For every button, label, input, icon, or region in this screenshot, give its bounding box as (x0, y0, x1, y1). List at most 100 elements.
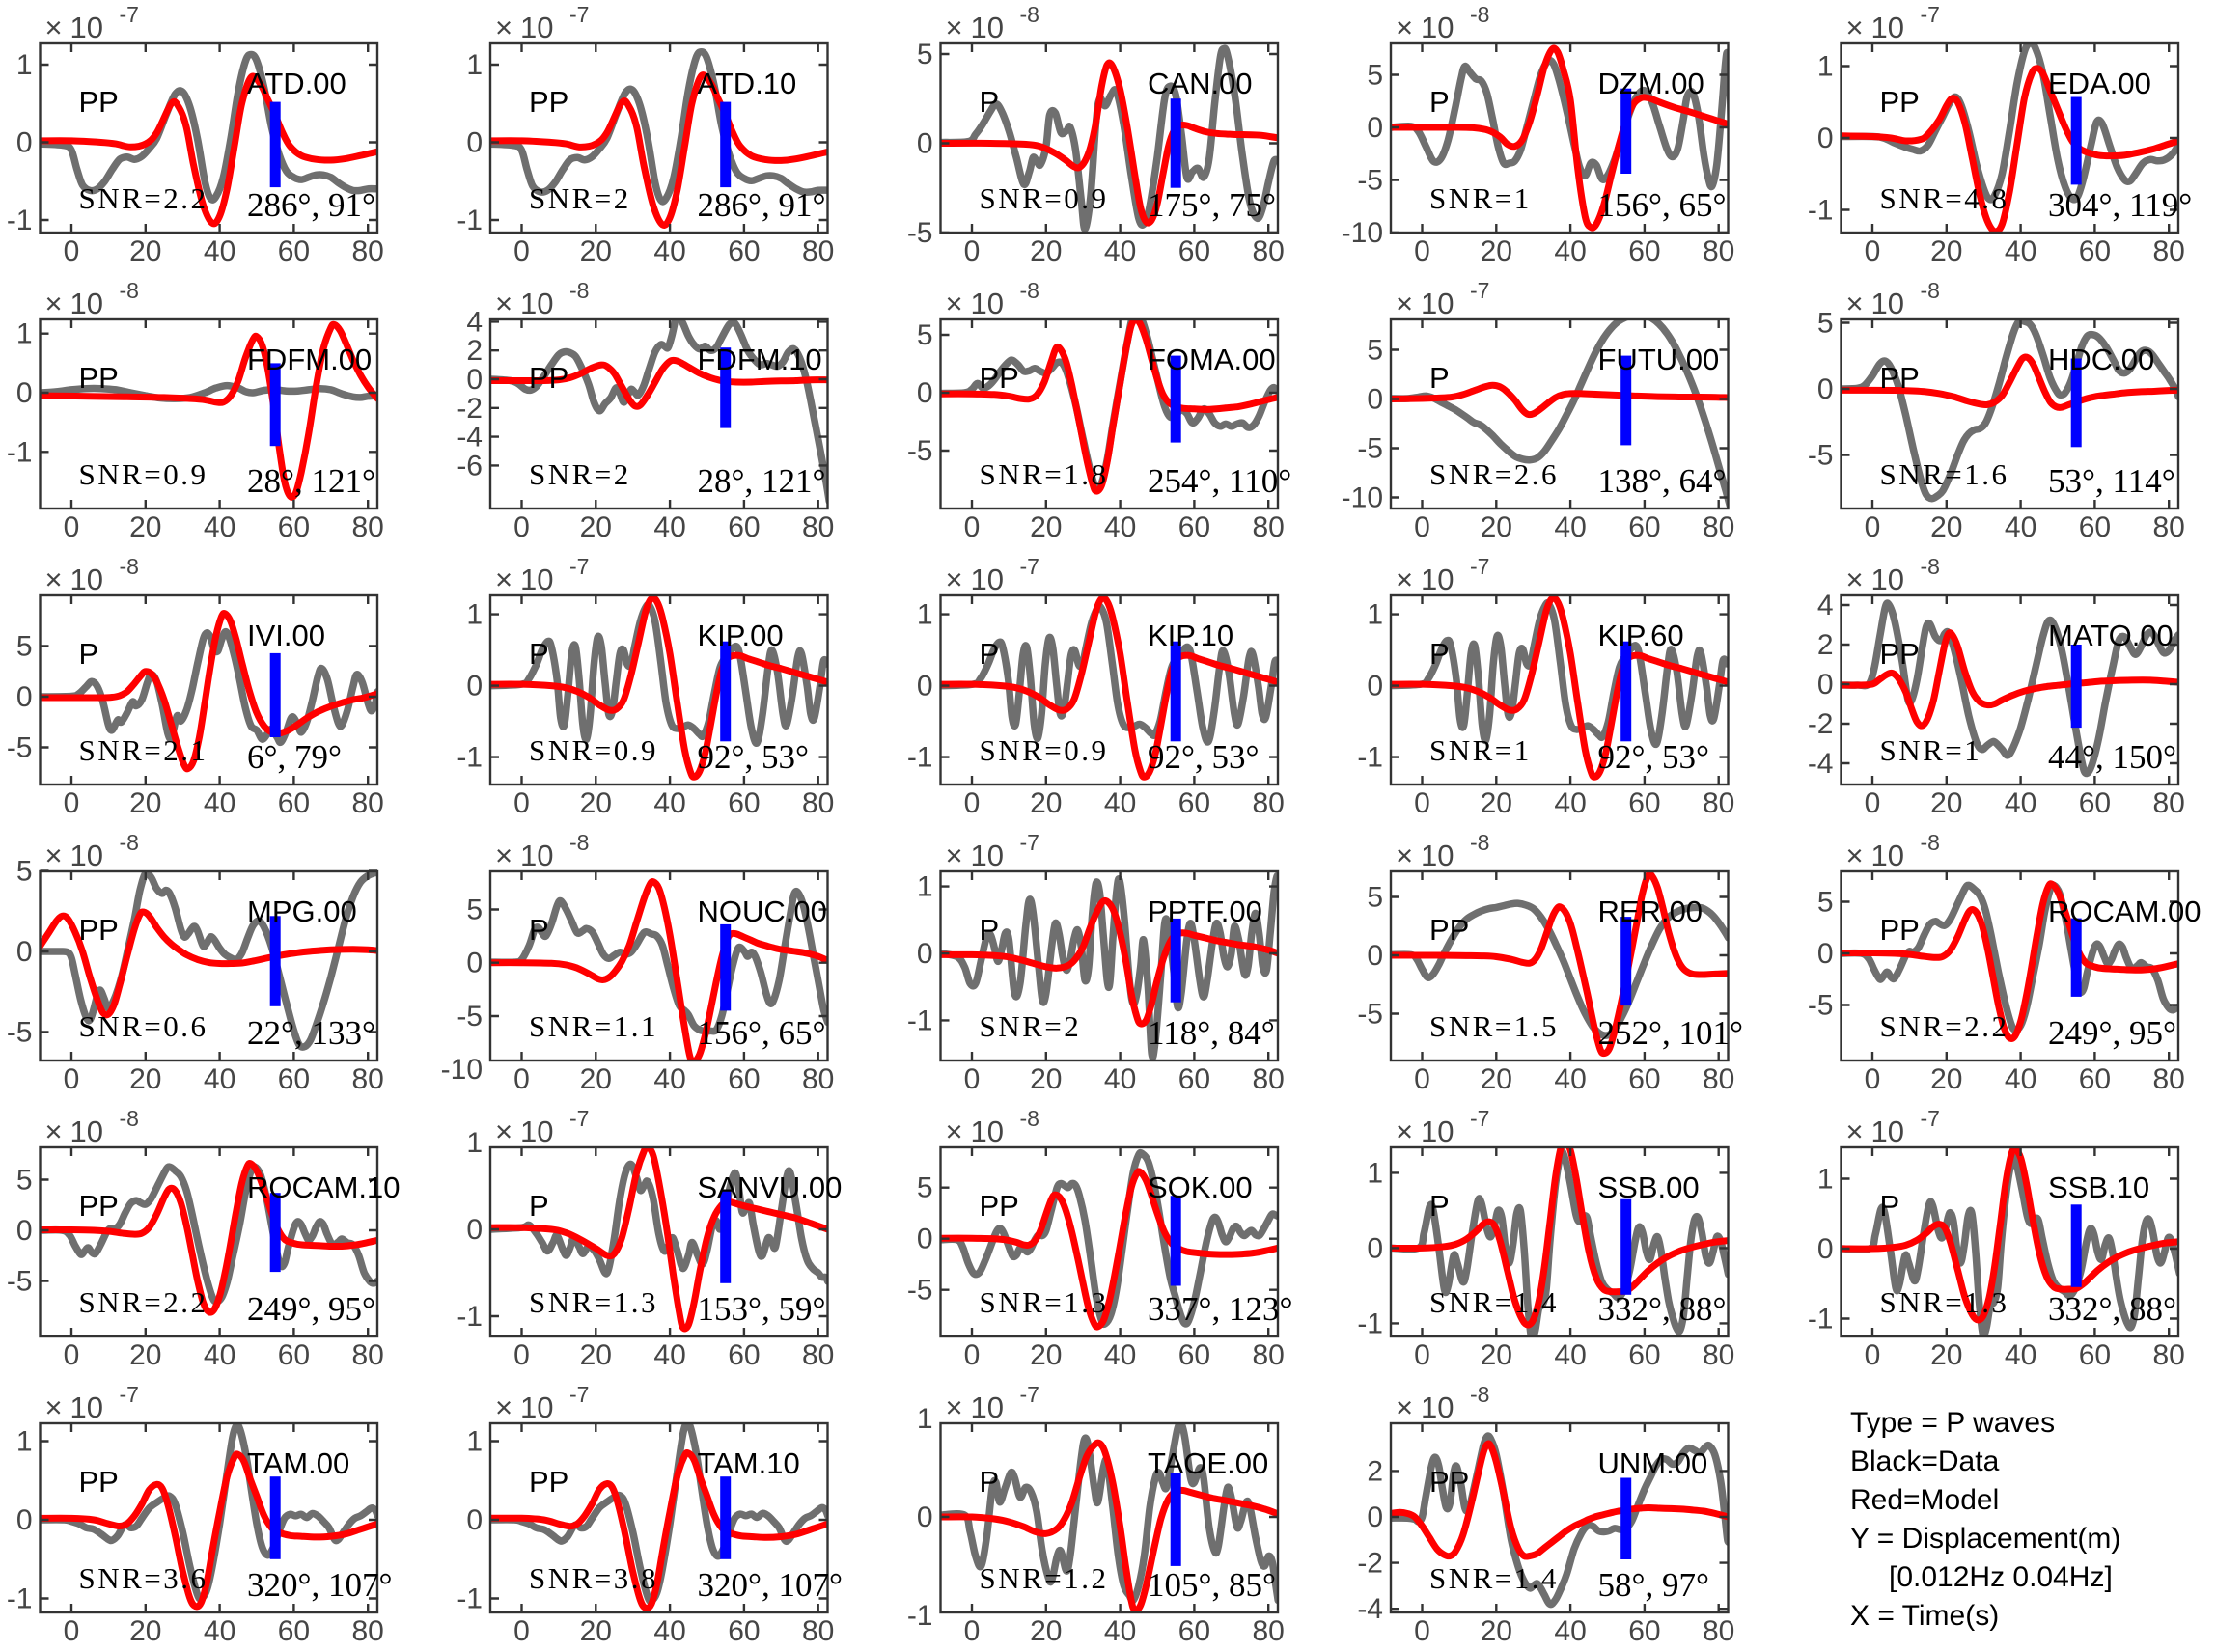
svg-text:1: 1 (466, 599, 483, 631)
svg-text:2: 2 (466, 335, 483, 367)
svg-text:40: 40 (1104, 787, 1136, 819)
svg-text:60: 60 (2079, 1063, 2111, 1095)
svg-text:1: 1 (466, 1127, 483, 1159)
svg-text:60: 60 (1628, 787, 1660, 819)
svg-text:40: 40 (2005, 1063, 2036, 1095)
svg-text:20: 20 (1930, 1339, 1962, 1371)
svg-text:-8: -8 (1020, 1106, 1039, 1131)
svg-text:320°, 107°: 320°, 107° (698, 1566, 844, 1604)
svg-text:320°, 107°: 320°, 107° (247, 1566, 393, 1604)
svg-text:80: 80 (1253, 511, 1285, 543)
svg-text:20: 20 (129, 1615, 161, 1647)
svg-text:0: 0 (1414, 1339, 1430, 1371)
svg-text:105°, 85°: 105°, 85° (1148, 1566, 1276, 1604)
svg-text:80: 80 (1253, 235, 1285, 267)
svg-text:80: 80 (1703, 1063, 1734, 1095)
svg-text:0: 0 (513, 787, 530, 819)
svg-text:20: 20 (580, 1615, 612, 1647)
svg-text:ATD.10: ATD.10 (698, 67, 797, 100)
svg-text:5: 5 (16, 856, 33, 888)
svg-text:0: 0 (1367, 384, 1383, 416)
svg-text:-7: -7 (1020, 830, 1039, 855)
svg-text:-5: -5 (1808, 440, 1834, 472)
svg-text:FDFM.10: FDFM.10 (698, 343, 822, 376)
svg-text:×: × (1396, 839, 1413, 872)
svg-text:40: 40 (1104, 1339, 1136, 1371)
svg-text:-8: -8 (1020, 2, 1039, 27)
svg-text:10: 10 (1421, 11, 1454, 44)
svg-text:-7: -7 (1470, 278, 1489, 303)
svg-text:80: 80 (1703, 1339, 1734, 1371)
svg-text:-8: -8 (1470, 830, 1489, 855)
svg-text:80: 80 (2153, 511, 2185, 543)
svg-text:PPTF.00: PPTF.00 (1148, 895, 1262, 928)
svg-text:20: 20 (1930, 511, 1962, 543)
svg-text:118°, 84°: 118°, 84° (1148, 1014, 1275, 1052)
svg-text:×: × (495, 839, 512, 872)
svg-text:20: 20 (580, 787, 612, 819)
svg-text:80: 80 (2153, 1063, 2185, 1095)
svg-text:0: 0 (466, 948, 483, 979)
svg-text:40: 40 (1104, 235, 1136, 267)
svg-text:10: 10 (971, 839, 1004, 872)
svg-text:60: 60 (278, 235, 310, 267)
svg-text:5: 5 (1367, 882, 1383, 914)
svg-text:0: 0 (466, 671, 483, 702)
svg-text:60: 60 (1178, 235, 1210, 267)
svg-text:-8: -8 (120, 278, 139, 303)
svg-text:60: 60 (728, 511, 760, 543)
svg-text:60: 60 (1628, 235, 1660, 267)
svg-text:80: 80 (1253, 787, 1285, 819)
svg-text:-8: -8 (1921, 830, 1940, 855)
svg-text:0: 0 (16, 1504, 33, 1536)
svg-text:P: P (529, 913, 549, 947)
svg-text:SNR=1.1: SNR=1.1 (529, 1009, 658, 1043)
svg-text:-4: -4 (1357, 1593, 1383, 1625)
svg-text:20: 20 (129, 787, 161, 819)
svg-text:0: 0 (513, 1615, 530, 1647)
svg-text:-8: -8 (120, 554, 139, 579)
svg-text:×: × (45, 839, 63, 872)
svg-text:60: 60 (278, 1063, 310, 1095)
svg-text:-7: -7 (1020, 1382, 1039, 1407)
svg-text:20: 20 (580, 235, 612, 267)
svg-text:×: × (45, 287, 63, 320)
svg-text:92°, 53°: 92°, 53° (698, 738, 810, 776)
svg-text:RER.00: RER.00 (1598, 895, 1704, 928)
svg-text:20: 20 (580, 1339, 612, 1371)
svg-text:X = Time(s): X = Time(s) (1850, 1600, 1999, 1632)
svg-text:80: 80 (352, 787, 384, 819)
svg-text:-10: -10 (1342, 217, 1383, 249)
svg-text:80: 80 (802, 1615, 834, 1647)
svg-text:5: 5 (16, 1165, 33, 1197)
svg-text:10: 10 (70, 1115, 103, 1148)
svg-text:40: 40 (653, 1615, 685, 1647)
svg-text:-7: -7 (1470, 554, 1489, 579)
svg-text:0: 0 (917, 1224, 933, 1255)
svg-text:10: 10 (1871, 1115, 1904, 1148)
svg-text:×: × (45, 563, 63, 596)
svg-text:SNR=1: SNR=1 (1429, 733, 1532, 767)
svg-text:PP: PP (1429, 913, 1469, 947)
svg-text:KIP.00: KIP.00 (698, 619, 784, 652)
svg-text:60: 60 (728, 787, 760, 819)
svg-text:0: 0 (964, 1615, 981, 1647)
svg-text:92°, 53°: 92°, 53° (1598, 738, 1710, 776)
svg-text:0: 0 (917, 128, 933, 160)
svg-text:-1: -1 (907, 1600, 933, 1632)
svg-text:SNR=2: SNR=2 (529, 457, 631, 491)
svg-text:SNR=1.3: SNR=1.3 (980, 1285, 1109, 1319)
svg-text:P: P (980, 913, 1000, 947)
svg-text:×: × (946, 11, 963, 44)
svg-text:×: × (1846, 11, 1864, 44)
svg-text:10: 10 (70, 563, 103, 596)
svg-text:40: 40 (204, 1339, 235, 1371)
svg-text:40: 40 (1554, 787, 1586, 819)
svg-text:0: 0 (1817, 373, 1834, 405)
svg-text:10: 10 (1421, 839, 1454, 872)
svg-text:20: 20 (129, 1063, 161, 1095)
svg-text:-7: -7 (1921, 2, 1940, 27)
svg-text:80: 80 (352, 1615, 384, 1647)
svg-text:10: 10 (520, 11, 553, 44)
svg-text:0: 0 (64, 511, 80, 543)
